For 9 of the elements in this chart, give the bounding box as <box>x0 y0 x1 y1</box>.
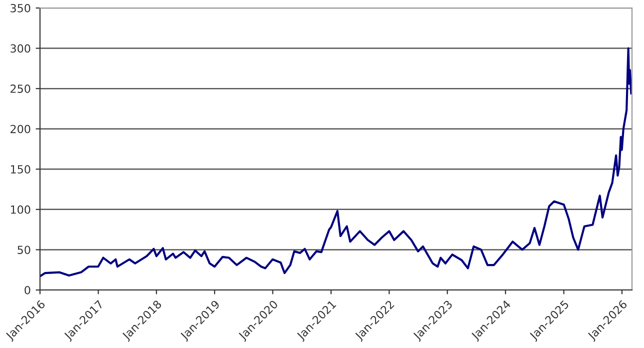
y-tick-label: 100 <box>10 205 30 214</box>
y-tick-label: 250 <box>10 84 30 93</box>
y-tick-label: 150 <box>10 165 30 174</box>
y-tick-label: 200 <box>10 124 30 134</box>
y-tick-label: 50 <box>18 246 30 254</box>
y-tick-label: 0 <box>24 286 30 294</box>
y-tick-label: 350 <box>10 4 30 12</box>
y-tick-label: 300 <box>10 44 30 53</box>
line-series <box>40 47 632 278</box>
